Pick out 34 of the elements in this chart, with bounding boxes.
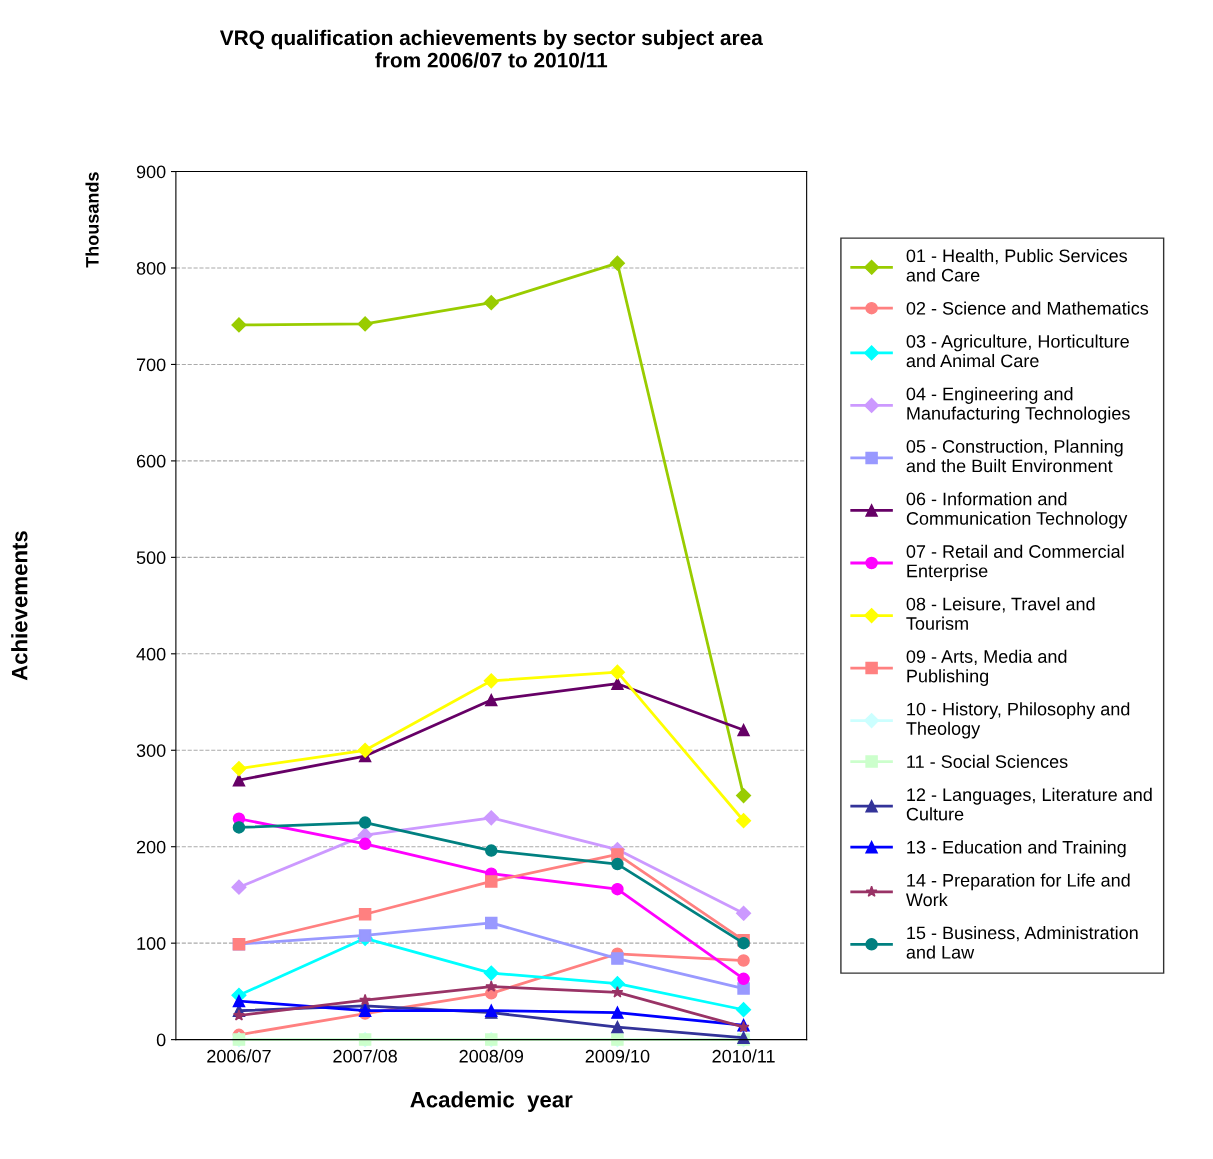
y-axis-title: Achievements — [11, 531, 28, 681]
legend-label: 08 - Leisure, Travel and Tourism — [906, 597, 1095, 630]
x-axis-title: Academic year — [410, 1091, 573, 1112]
y-tick-label: 800 — [136, 261, 166, 275]
x-tick-label: 2006/07 — [207, 1049, 271, 1063]
legend-label: 10 - History, Philosophy and Theology — [906, 702, 1130, 739]
x-tick-label: 2009/10 — [585, 1049, 650, 1063]
legend-label: 15 - Business, Administration and Law — [906, 925, 1138, 959]
y-tick-label: 300 — [136, 744, 166, 757]
y-tick-label: 700 — [136, 358, 166, 372]
text: Thousands — [85, 172, 99, 268]
legend-label: 13 - Education and Training — [907, 840, 1126, 858]
legend-label: 06 - Information and Communication Technology — [906, 492, 1128, 529]
legend-label: 04 - Engineering and Manufacturing Technologies — [906, 387, 1130, 424]
y-tick-label: 400 — [136, 647, 166, 661]
y-tick-label: 100 — [137, 937, 166, 950]
y-tick-label: 900 — [136, 165, 166, 179]
chart-title: VRQ qualification achievements by sector subject area from 2006/07 to 2010/11 — [219, 29, 763, 68]
legend-label: 05 - Construction, Planning and the Built Environment — [906, 439, 1123, 473]
y-tick-label: 0 — [156, 1033, 166, 1047]
y-tick-label: 500 — [136, 551, 166, 565]
legend-label: 12 - Languages, Literature and Culture — [906, 787, 1152, 821]
legend-label: 03 - Agriculture, Horticulture and Animal Care — [906, 334, 1129, 368]
legend-label: 14 - Preparation for Life and Work — [905, 873, 1130, 907]
legend-label: 07 - Retail and Commercial Enterprise — [906, 544, 1124, 581]
x-tick-label: 2007/08 — [333, 1049, 397, 1063]
y-tick-label: 200 — [136, 840, 166, 854]
legend-label: 09 - Arts, Media and Publishing — [906, 649, 1067, 686]
y-tick-label: 600 — [136, 454, 166, 468]
legend-label: 02 - Science and Mathematics — [906, 301, 1149, 315]
x-tick-label: 2010/11 — [712, 1049, 775, 1063]
legend-label: 01 - Health, Public Services and Care — [906, 248, 1128, 282]
x-tick-label: 2008/09 — [459, 1049, 524, 1063]
legend-label: 11 - Social Sciences — [907, 754, 1068, 769]
